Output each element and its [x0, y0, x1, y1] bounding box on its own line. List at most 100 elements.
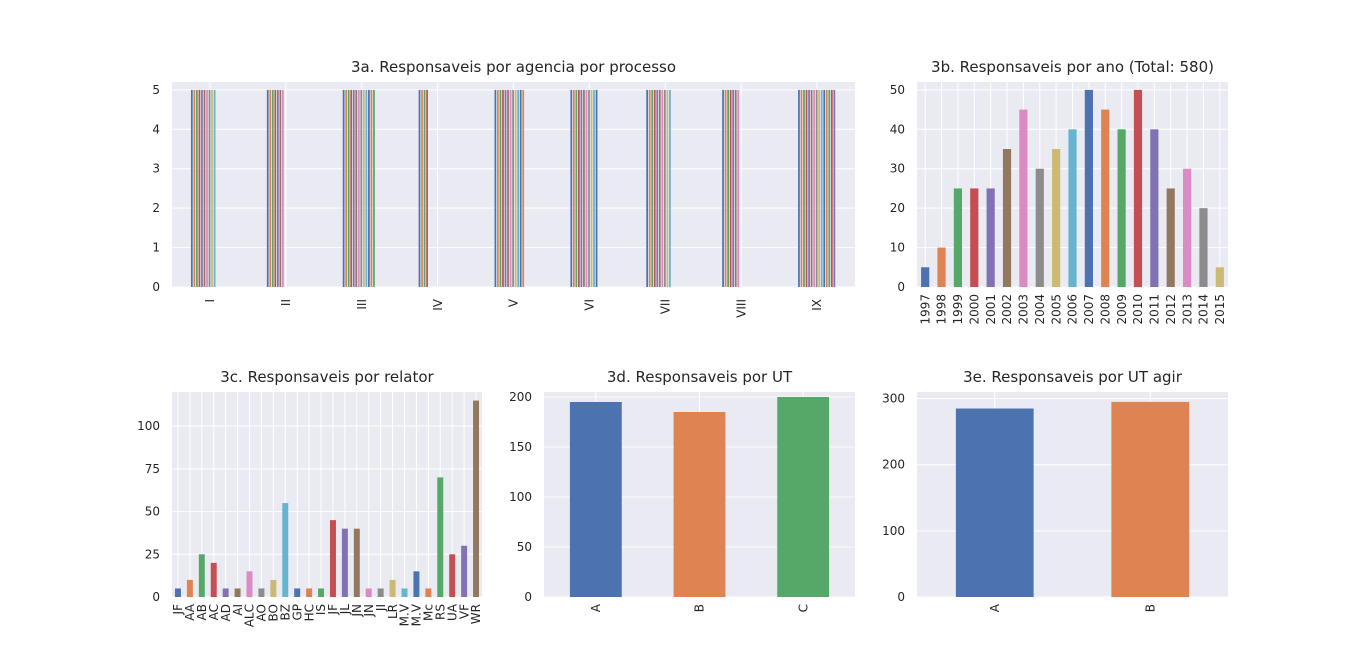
x-tick-label: AI — [231, 604, 245, 616]
bar — [825, 89, 828, 287]
x-tick-label: Mc — [422, 604, 436, 621]
x-tick-label: JN — [350, 604, 364, 618]
bar — [345, 89, 348, 287]
x-tick-label: 2011 — [1148, 294, 1162, 325]
x-tick-label: M.V — [398, 603, 412, 626]
bar — [306, 588, 313, 597]
bar — [318, 588, 325, 597]
bar — [210, 562, 217, 597]
y-tick-label: 10 — [890, 241, 905, 255]
bar — [921, 267, 930, 287]
x-tick-label: AB — [195, 604, 209, 620]
bar — [583, 89, 585, 287]
bar — [572, 89, 575, 287]
x-tick-label: III — [355, 299, 369, 310]
bar — [588, 89, 590, 287]
chart-panel-3b: 0 10 20 30 40 50 3b. Responsaveis por ano (Tot… — [890, 58, 1228, 325]
bar — [266, 89, 269, 287]
bar — [203, 89, 206, 287]
chart-panel-3d: 0 50 100 150 200 3d. Responsaveis por UT A B C — [509, 368, 855, 612]
bar — [473, 400, 480, 597]
y-tick-label: 300 — [882, 392, 905, 406]
bar — [461, 545, 468, 597]
x-tick-label: VI — [583, 299, 597, 311]
x-tick-label: B — [693, 604, 707, 612]
bar — [365, 89, 368, 287]
bar — [737, 89, 740, 287]
bar — [353, 528, 360, 597]
bar — [800, 89, 803, 287]
bar — [373, 89, 375, 287]
bar — [258, 588, 265, 597]
x-tick-label: C — [796, 604, 810, 612]
bar — [666, 89, 669, 287]
x-tick-label: JI — [374, 604, 388, 612]
bar — [198, 554, 205, 597]
chart-title: 3e. Responsaveis por UT agir — [963, 368, 1183, 386]
y-tick-label: 100 — [882, 524, 905, 538]
chart-title: 3c. Responsaveis por relator — [220, 368, 434, 386]
x-tick-label: A — [589, 603, 603, 612]
bar — [186, 579, 193, 597]
bar — [658, 89, 661, 287]
bar — [423, 89, 426, 287]
bar — [955, 408, 1034, 597]
bar — [828, 89, 831, 287]
y-tick-label: 200 — [509, 390, 532, 404]
bar — [664, 89, 666, 287]
x-tick-label: AC — [207, 604, 221, 620]
bar — [276, 89, 279, 287]
bar — [810, 89, 813, 287]
x-tick-label: 2014 — [1197, 294, 1211, 325]
x-tick-label: JF — [171, 604, 185, 616]
y-tick-label: 0 — [897, 280, 905, 294]
bar — [211, 89, 213, 287]
bar — [190, 89, 193, 287]
x-tick-label: VF — [457, 604, 471, 619]
x-tick-label: 2002 — [1000, 294, 1014, 325]
bar — [517, 89, 520, 287]
bar — [669, 89, 671, 287]
chart-title: 3d. Responsaveis por UT — [607, 368, 793, 386]
bar — [499, 89, 502, 287]
bar — [830, 89, 833, 287]
bar — [421, 89, 423, 287]
bar — [580, 89, 583, 287]
y-tick-label: 25 — [145, 547, 160, 561]
bar — [370, 89, 373, 287]
x-tick-label: 2004 — [1033, 294, 1047, 325]
x-tick-label: 1998 — [935, 294, 949, 325]
y-tick-label: 100 — [137, 419, 160, 433]
x-tick-label: VII — [658, 299, 672, 314]
x-tick-label: JF — [326, 604, 340, 616]
bar — [360, 89, 363, 287]
bar — [222, 588, 229, 597]
bar — [509, 89, 512, 287]
x-tick-label: 2012 — [1164, 294, 1178, 325]
bar — [193, 89, 196, 287]
bar — [970, 188, 979, 287]
x-tick-label: 1999 — [951, 294, 965, 325]
x-tick-label: 2010 — [1131, 294, 1145, 325]
bar — [519, 89, 522, 287]
bar — [1117, 129, 1126, 287]
x-tick-label: ALC — [243, 604, 257, 627]
bar — [1199, 208, 1208, 287]
bar — [270, 579, 277, 597]
x-tick-label: IV — [431, 298, 445, 311]
bar — [1101, 109, 1110, 287]
bar — [512, 89, 514, 287]
bar — [1150, 129, 1159, 287]
bar — [274, 89, 277, 287]
bar — [362, 89, 365, 287]
y-tick-label: 150 — [509, 440, 532, 454]
bar — [727, 89, 729, 287]
bar — [1084, 89, 1093, 287]
bar — [1182, 168, 1192, 287]
x-tick-label: IS — [314, 604, 328, 615]
chart-panel-3a: 0 1 2 3 4 5 3a. Responsaveis por agencia por p… — [152, 58, 855, 318]
bar — [350, 89, 353, 287]
x-tick-label: BZ — [278, 604, 292, 620]
x-tick-label: M.V — [410, 603, 424, 626]
